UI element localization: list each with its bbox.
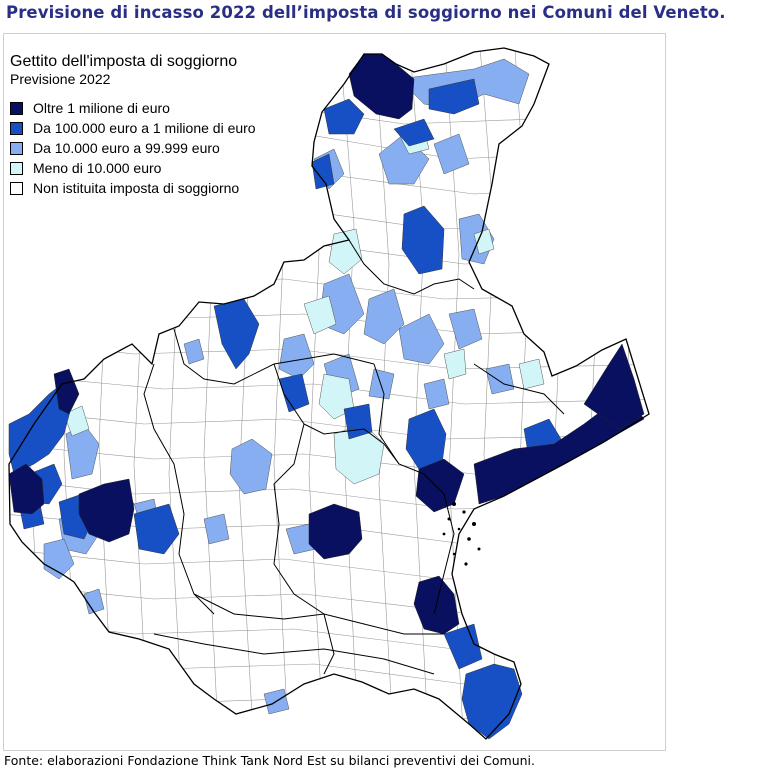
legend-item-100k-to-1-million: Da 100.000 euro a 1 milione di euro: [10, 118, 256, 138]
legend-swatch: [10, 181, 23, 195]
legend-label: Oltre 1 milione di euro: [33, 100, 170, 116]
legend-swatch: [10, 141, 23, 155]
legend-swatch: [10, 121, 23, 135]
legend-item-under-10k: Meno di 10.000 euro: [10, 158, 256, 178]
source-note: Fonte: elaborazioni Fondazione Think Tan…: [4, 753, 535, 768]
legend-item-over-1-million: Oltre 1 milione di euro: [10, 98, 256, 118]
legend-subtitle: Previsione 2022: [10, 71, 111, 87]
legend-label: Meno di 10.000 euro: [33, 160, 162, 176]
legend-label: Non istituita imposta di soggiorno: [33, 180, 240, 196]
province-boundaries: [143, 239, 565, 675]
map-legend: Gettito dell'imposta di soggiorno Previs…: [10, 52, 256, 198]
map-title: Previsione di incasso 2022 dell’imposta …: [6, 3, 726, 22]
region-border: [8, 47, 650, 740]
legend-label: Da 10.000 euro a 99.999 euro: [33, 140, 220, 156]
lagoon-islands: [442, 502, 481, 566]
map-frame: Gettito dell'imposta di soggiorno Previs…: [3, 33, 666, 751]
legend-title: Gettito dell'imposta di soggiorno: [10, 53, 238, 70]
legend-swatch: [10, 101, 23, 115]
legend-item-10k-to-99999: Da 10.000 euro a 99.999 euro: [10, 138, 256, 158]
legend-item-not-instituted: Non istituita imposta di soggiorno: [10, 178, 256, 198]
legend-label: Da 100.000 euro a 1 milione di euro: [33, 120, 256, 136]
veneto-choropleth-map: [8, 47, 650, 740]
legend-swatch: [10, 161, 23, 175]
